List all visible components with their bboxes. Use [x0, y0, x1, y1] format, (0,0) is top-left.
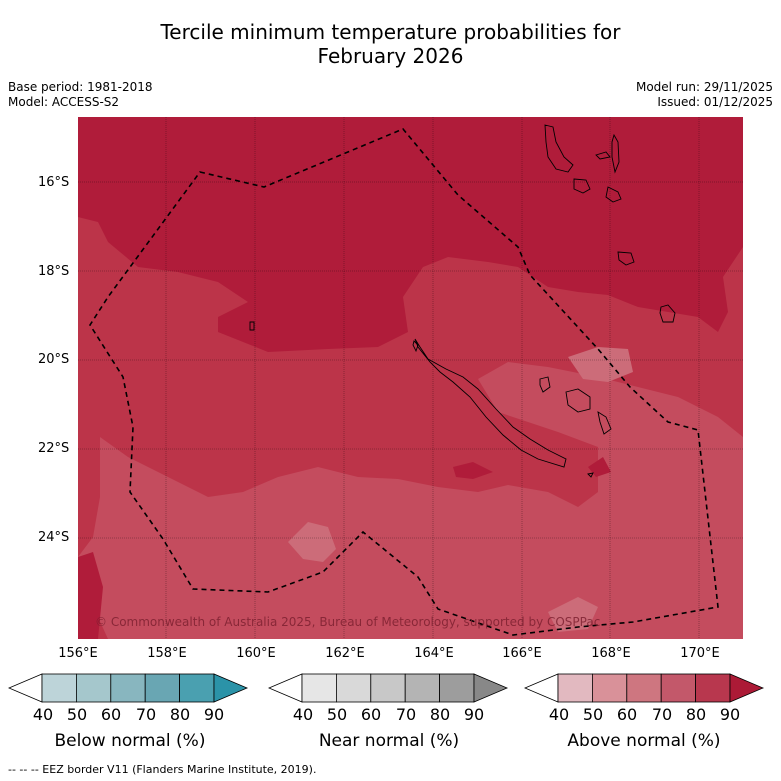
colorbar-segment	[110, 673, 146, 703]
colorbar-extend-high	[213, 673, 249, 703]
colorbar-extend-low	[524, 673, 559, 703]
prob-region-p60-a	[288, 522, 336, 562]
meta-right: Model run: 29/11/2025 Issued: 01/12/2025	[636, 80, 773, 110]
colorbar-segment	[144, 673, 180, 703]
lon-label-158e: 158°E	[147, 646, 187, 661]
tick-label: 40	[292, 705, 314, 724]
tick-label: 60	[100, 705, 122, 724]
colorbar-below-title: Below normal (%)	[54, 731, 206, 751]
tick-label: 80	[685, 705, 707, 724]
colorbar-segment	[592, 673, 628, 703]
colorbar-segment	[695, 673, 731, 703]
colorbar-segment	[557, 673, 593, 703]
model-name: Model: ACCESS-S2	[8, 95, 120, 109]
tick-label: 80	[429, 705, 451, 724]
lat-label-22s: 22°S	[38, 441, 70, 456]
lon-label-162e: 162°E	[325, 646, 365, 661]
hunter-island	[659, 304, 676, 323]
lat-label-18s: 18°S	[38, 264, 70, 279]
vanuatu-tanna	[617, 251, 635, 266]
colorbar-segment	[301, 673, 337, 703]
lon-label-166e: 166°E	[502, 646, 542, 661]
prob-region-p90-d	[78, 552, 103, 639]
map-svg	[78, 117, 743, 639]
tick-label: 60	[360, 705, 382, 724]
tick-label: 70	[395, 705, 417, 724]
loyalty-mare	[565, 388, 591, 413]
colorbar-above-title: Above normal (%)	[567, 731, 721, 751]
prob-region-p90-c	[588, 457, 611, 477]
tick-label: 50	[326, 705, 348, 724]
tick-label: 70	[651, 705, 673, 724]
tick-label: 50	[66, 705, 88, 724]
lon-label-164e: 164°E	[414, 646, 454, 661]
prob-region-p70	[78, 362, 743, 639]
prob-region-p60-c	[548, 597, 598, 632]
colorbar-extend-low	[8, 673, 43, 703]
tick-label: 80	[169, 705, 191, 724]
colorbar-extend-high	[473, 673, 509, 703]
colorbar-segment	[179, 673, 215, 703]
prob-region-p90-b	[453, 462, 493, 479]
tick-label: 40	[32, 705, 54, 724]
vanuatu-espiritu-santo	[544, 124, 574, 173]
loyalty-lifou	[539, 376, 551, 393]
lon-label-168e: 168°E	[591, 646, 631, 661]
base-period: Base period: 1981-2018	[8, 80, 153, 94]
tick-label: 90	[719, 705, 741, 724]
loyalty-ouvea	[597, 411, 612, 435]
colorbar-segment	[660, 673, 696, 703]
vanuatu-efate	[605, 186, 622, 203]
meta-left: Base period: 1981-2018 Model: ACCESS-S2	[8, 80, 153, 110]
chart-title: Tercile minimum temperature probabilitie…	[0, 20, 781, 68]
vanuatu-pentecost	[611, 133, 620, 174]
colorbar-segment	[41, 673, 77, 703]
title-line-1: Tercile minimum temperature probabilitie…	[160, 20, 621, 44]
tick-label: 50	[582, 705, 604, 724]
lat-label-16s: 16°S	[38, 175, 70, 190]
colorbar-segment	[404, 673, 440, 703]
colorbar-segment	[626, 673, 662, 703]
colorbar-above	[524, 673, 765, 703]
map-panel	[78, 117, 743, 639]
tick-label: 40	[548, 705, 570, 724]
colorbar-extend-low	[268, 673, 303, 703]
new-caledonia-outline	[414, 338, 567, 468]
chesterfield-islands	[249, 321, 255, 331]
lon-label-156e: 156°E	[58, 646, 98, 661]
colorbar-segment	[336, 673, 372, 703]
colorbar-extend-high	[729, 673, 765, 703]
land-outlines	[249, 124, 676, 478]
eez-border	[89, 128, 719, 636]
tick-label: 70	[135, 705, 157, 724]
matthew-island	[587, 472, 594, 478]
eez-legend-footer: -- -- -- EEZ border V11 (Flanders Marine…	[8, 763, 317, 776]
colorbar-near	[268, 673, 509, 703]
prob-region-p60-b	[568, 347, 633, 382]
colorbar-segment	[76, 673, 112, 703]
model-run: Model run: 29/11/2025	[635, 80, 773, 94]
vanuatu-malakula	[573, 178, 591, 194]
colorbar-below	[8, 673, 249, 703]
tick-label: 90	[463, 705, 485, 724]
belep-islands	[412, 340, 419, 353]
vanuatu-ambae	[595, 151, 611, 160]
title-line-2: February 2026	[317, 44, 464, 68]
lon-label-160e: 160°E	[236, 646, 276, 661]
lon-label-170e: 170°E	[680, 646, 720, 661]
copyright-notice: © Commonwealth of Australia 2025, Bureau…	[95, 615, 601, 629]
tick-label: 90	[203, 705, 225, 724]
lat-label-24s: 24°S	[38, 530, 70, 545]
colorbar-segment	[370, 673, 406, 703]
tick-label: 60	[616, 705, 638, 724]
lat-label-20s: 20°S	[38, 352, 70, 367]
colorbar-near-title: Near normal (%)	[318, 731, 460, 751]
colorbar-segment	[439, 673, 475, 703]
issued-date: Issued: 01/12/2025	[657, 95, 773, 109]
